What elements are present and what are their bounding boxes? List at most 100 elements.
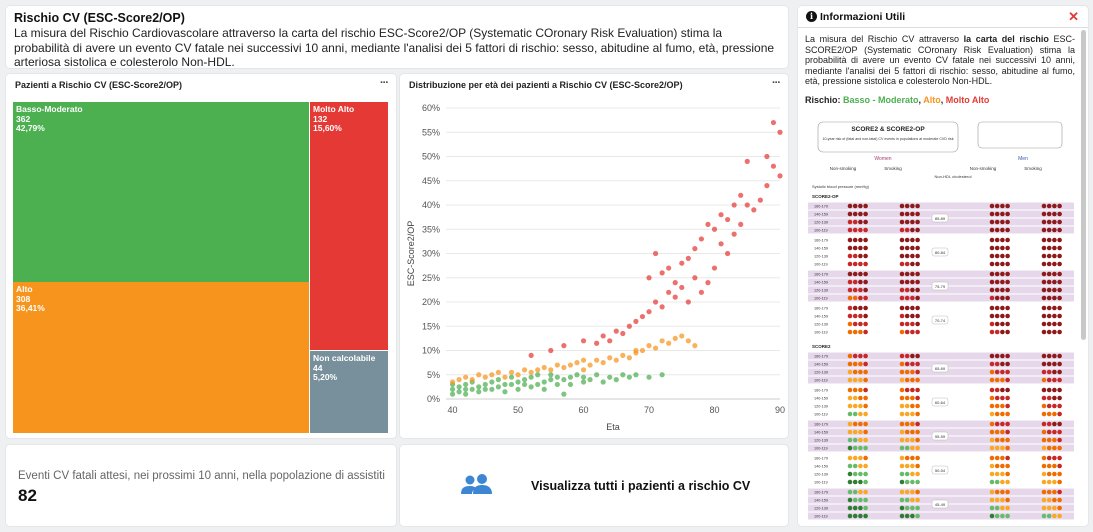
risk-cell: [1041, 377, 1047, 383]
risk-cell: [847, 455, 853, 461]
risk-cell: [1041, 279, 1047, 285]
tile-molto-alto[interactable]: Molto Alto 132 15,60%: [310, 102, 388, 350]
risk-cell: [1046, 329, 1052, 335]
risk-cell: [1046, 253, 1052, 259]
risk-cell: [852, 395, 858, 401]
risk-cell: [847, 203, 853, 209]
risk-cell: [910, 271, 915, 277]
close-button[interactable]: ✕: [1068, 9, 1079, 24]
risk-cell: [847, 505, 853, 511]
tile-non-calcolabile[interactable]: Non calcolabile 44 5,20%: [310, 351, 388, 433]
y-tick-label: 25%: [422, 273, 440, 283]
risk-cell: [1000, 287, 1005, 293]
risk-cell: [863, 513, 868, 519]
scatter-point: [659, 270, 665, 276]
risk-legend-very-high: Molto Alto: [945, 95, 990, 105]
risk-cell: [1005, 271, 1010, 277]
risk-cell: [1000, 369, 1005, 375]
risk-cell: [1052, 219, 1057, 225]
risk-cell: [1000, 513, 1005, 519]
age-label: 75-79: [935, 284, 946, 289]
sbp-row-label: 100-119: [814, 263, 828, 267]
risk-cell: [904, 271, 910, 277]
scatter-point: [666, 289, 672, 295]
risk-cell: [994, 505, 1000, 511]
risk-cell: [989, 287, 995, 293]
risk-cell: [915, 437, 920, 443]
risk-cell: [1041, 295, 1047, 301]
risk-cell: [1046, 287, 1052, 293]
risk-cell: [1052, 471, 1057, 477]
age-box: [931, 499, 949, 509]
risk-cell: [863, 305, 868, 311]
risk-cell: [994, 497, 1000, 503]
risk-cell: [994, 421, 1000, 427]
risk-cell: [994, 261, 1000, 267]
risk-cell: [910, 369, 915, 375]
risk-cell: [1000, 329, 1005, 335]
risk-cell: [1057, 411, 1062, 417]
risk-cell: [847, 403, 853, 409]
scatter-point: [698, 236, 705, 242]
risk-cell: [847, 305, 853, 311]
risk-cell: [910, 395, 915, 401]
risk-cell: [899, 321, 905, 327]
risk-cell: [904, 489, 910, 495]
risk-cell: [910, 227, 915, 233]
risk-cell: [1057, 261, 1062, 267]
risk-cell: [1041, 305, 1047, 311]
risk-cell: [899, 237, 905, 243]
scatter-point: [600, 379, 606, 385]
scatter-point: [646, 309, 652, 315]
scatter-point: [580, 379, 587, 385]
risk-cell: [904, 403, 910, 409]
risk-cell: [1000, 471, 1005, 477]
risk-cell: [858, 295, 863, 301]
risk-cell: [1041, 227, 1047, 233]
scatter-point: [685, 255, 691, 261]
risk-cell: [1057, 253, 1062, 259]
risk-cell: [1041, 387, 1047, 393]
risk-cell: [1005, 403, 1010, 409]
risk-cell: [989, 479, 995, 485]
info-panel-scrollbar[interactable]: [1081, 30, 1086, 340]
risk-cell: [1041, 497, 1047, 503]
risk-cell: [899, 455, 905, 461]
risk-cell: [1005, 287, 1010, 293]
risk-cell: [1052, 353, 1057, 359]
risk-cell: [989, 429, 995, 435]
risk-cell: [1005, 279, 1010, 285]
risk-cell: [899, 219, 905, 225]
risk-cell: [1000, 227, 1005, 233]
risk-cell: [915, 253, 920, 259]
risk-cell: [994, 437, 1000, 443]
scatter-point: [777, 129, 783, 135]
risk-cell: [899, 203, 905, 209]
risk-cell: [910, 421, 915, 427]
risk-cell: [915, 479, 920, 485]
y-tick-label: 35%: [422, 224, 440, 234]
x-tick-label: 60: [579, 405, 589, 415]
scatter-point: [502, 374, 508, 380]
risk-cell: [852, 313, 858, 319]
sbp-row-label: 140-159: [814, 315, 828, 319]
tile-basso-moderato[interactable]: Basso-Moderato 362 42,79%: [13, 102, 309, 282]
risk-cell: [1046, 369, 1052, 375]
risk-cell: [904, 287, 910, 293]
treemap-menu-button[interactable]: ···: [380, 77, 389, 89]
scatter-menu-button[interactable]: ···: [772, 77, 781, 89]
risk-cell: [858, 387, 863, 393]
risk-cell: [1046, 513, 1052, 519]
risk-cell: [1046, 479, 1052, 485]
risk-cell: [994, 455, 1000, 461]
tile-alto[interactable]: Alto 308 36,41%: [13, 282, 309, 433]
score-row-shade: [808, 270, 1074, 278]
scatter-point: [521, 367, 528, 373]
sbp-row-label: 140-159: [814, 431, 828, 435]
smoking-header: Smoking: [884, 166, 902, 171]
risk-cell: [989, 361, 995, 367]
page-description: La misura del Rischio Cardiovascolare at…: [14, 26, 775, 69]
risk-cell: [852, 421, 858, 427]
kpi-value: 82: [18, 486, 37, 505]
view-all-patients-button[interactable]: Visualizza tutti i pazienti a rischio CV: [400, 445, 788, 526]
